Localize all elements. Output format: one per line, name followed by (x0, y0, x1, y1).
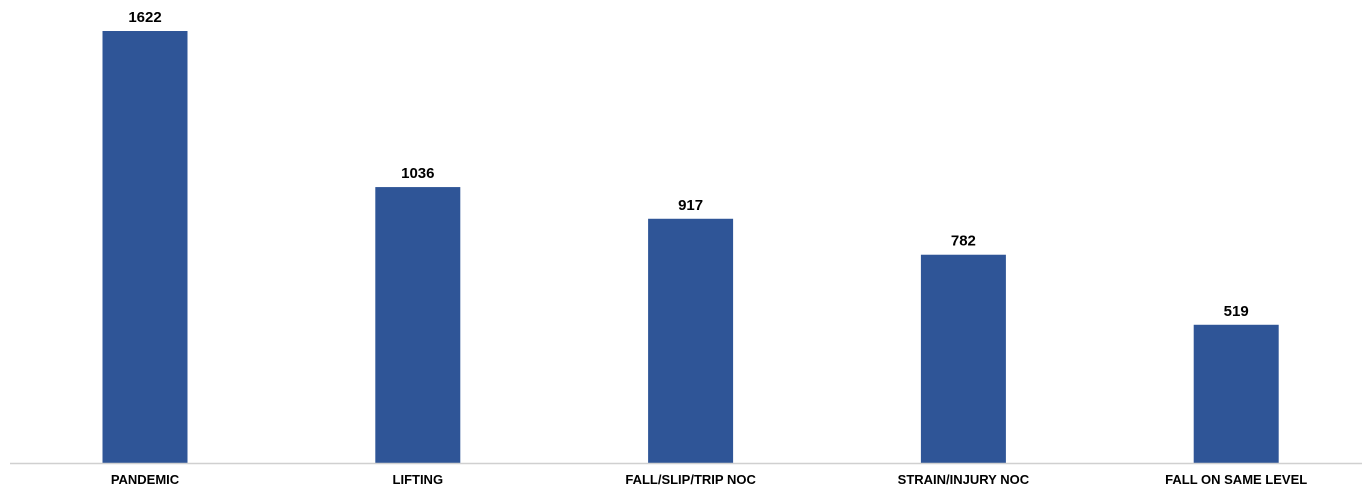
bar-3 (920, 254, 1006, 463)
bar-value-label: 1036 (401, 165, 434, 182)
category-label: PANDEMIC (111, 472, 180, 486)
bar-value-label: 782 (951, 233, 976, 250)
bar-4 (1193, 324, 1279, 463)
bars-group (102, 31, 1279, 464)
category-label: FALL/SLIP/TRIP NOC (625, 472, 756, 486)
bar-2 (648, 218, 734, 463)
bar-1 (375, 187, 461, 464)
bar-value-label: 917 (678, 197, 703, 214)
category-label: LIFTING (393, 472, 444, 486)
category-label: STRAIN/INJURY NOC (898, 472, 1030, 486)
category-labels-group: PANDEMIC LIFTING FALL/SLIP/TRIP NOC STRAIN/… (111, 472, 1307, 486)
category-label: FALL ON SAME LEVEL (1165, 472, 1307, 486)
bar-value-label: 519 (1224, 303, 1249, 320)
bar-value-label: 1622 (128, 9, 161, 26)
value-labels-group: 1622 1036 917 782 519 (128, 9, 1248, 320)
bar-0 (102, 31, 188, 463)
